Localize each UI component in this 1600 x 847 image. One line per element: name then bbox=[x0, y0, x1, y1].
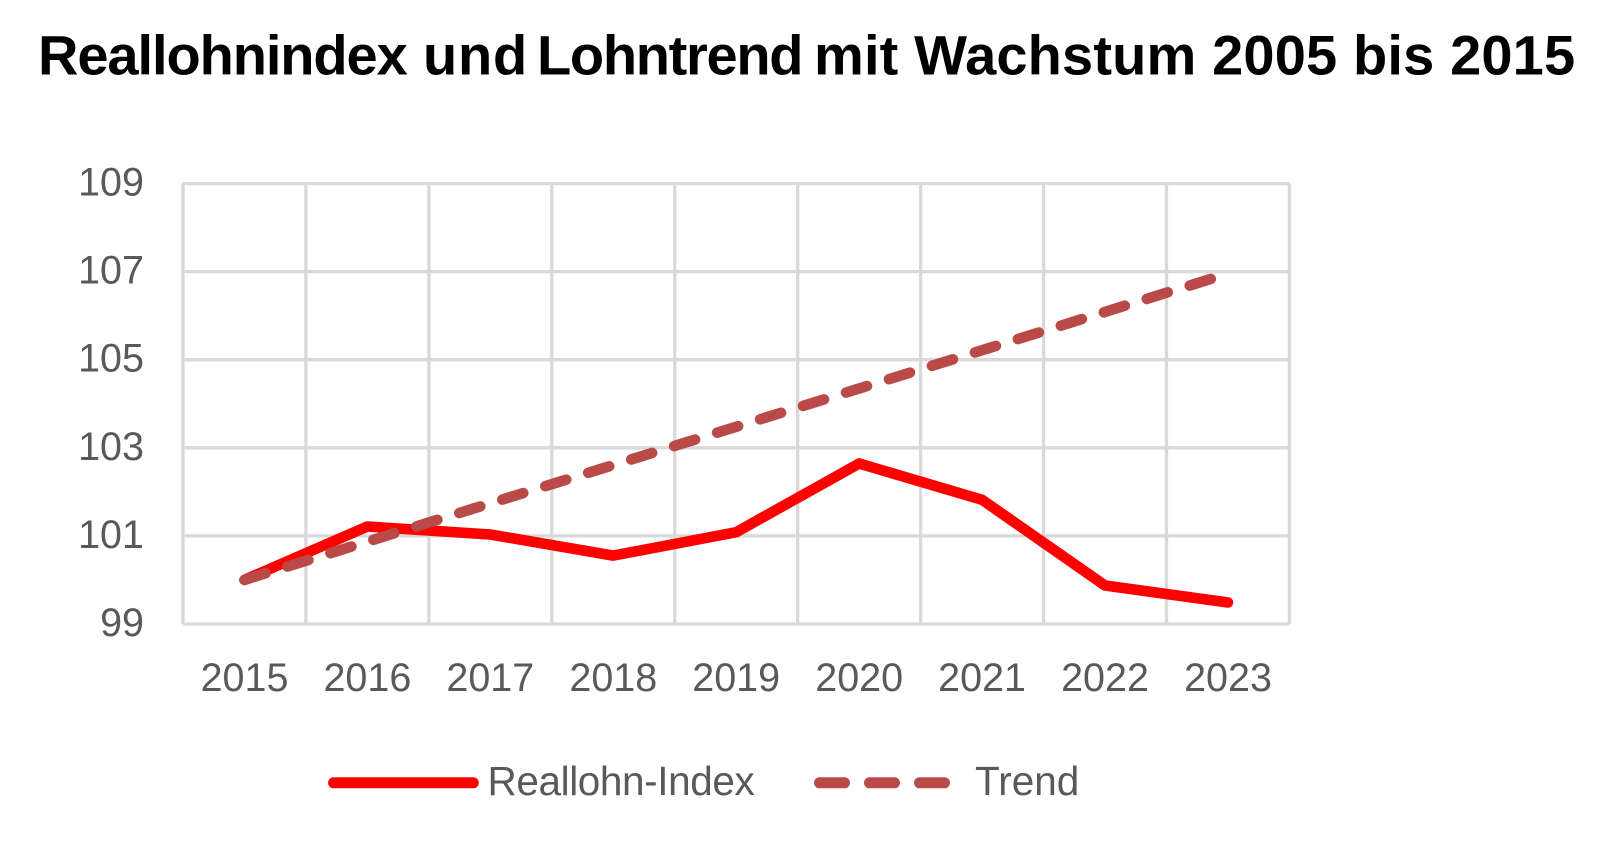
svg-text:2018: 2018 bbox=[569, 656, 657, 700]
svg-text:105: 105 bbox=[78, 337, 144, 381]
svg-text:103: 103 bbox=[78, 425, 144, 469]
svg-text:109: 109 bbox=[78, 161, 144, 205]
svg-text:2019: 2019 bbox=[692, 656, 780, 700]
svg-text:99: 99 bbox=[100, 601, 144, 645]
svg-text:2021: 2021 bbox=[938, 656, 1026, 700]
svg-text:2022: 2022 bbox=[1061, 656, 1149, 700]
svg-text:2017: 2017 bbox=[446, 656, 534, 700]
svg-text:2020: 2020 bbox=[815, 656, 903, 700]
svg-text:107: 107 bbox=[78, 249, 144, 293]
svg-text:2016: 2016 bbox=[323, 656, 411, 700]
svg-text:2023: 2023 bbox=[1184, 656, 1272, 700]
svg-text:2015: 2015 bbox=[201, 656, 289, 700]
svg-text:Trend: Trend bbox=[975, 758, 1079, 804]
svg-text:101: 101 bbox=[78, 513, 144, 557]
svg-text:Reallohn-Index: Reallohn-Index bbox=[488, 758, 755, 804]
